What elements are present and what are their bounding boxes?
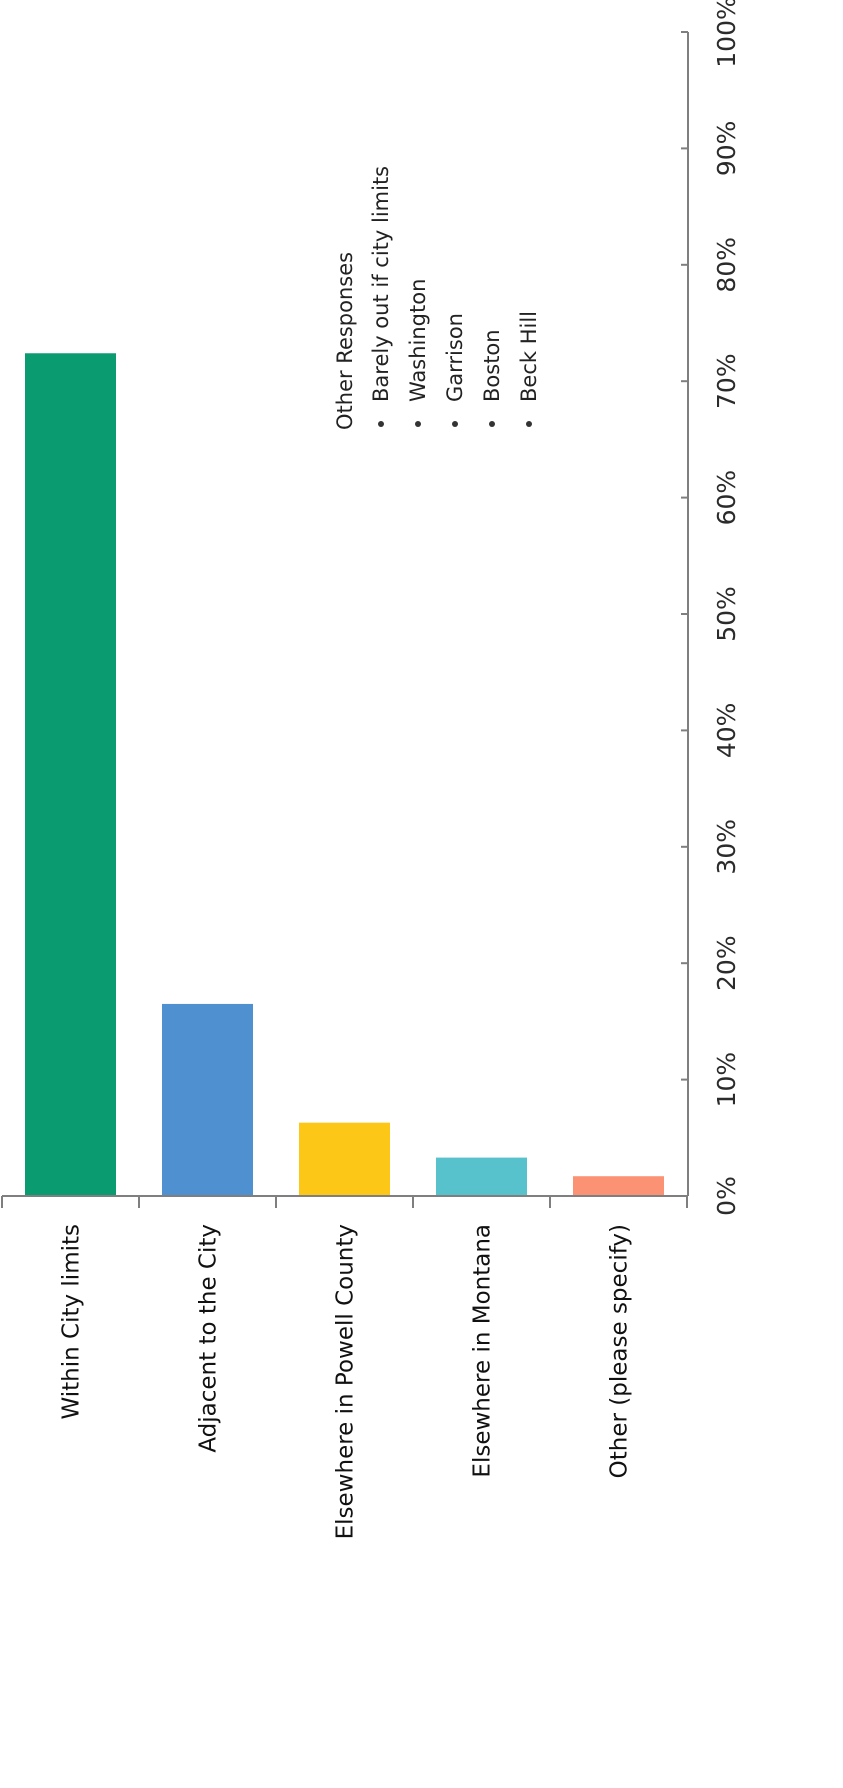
y-tick-label: 10% — [712, 1052, 741, 1108]
note-heading: Other Responses — [333, 252, 357, 430]
y-tick-label: 90% — [712, 121, 741, 177]
y-tick-label: 20% — [712, 935, 741, 991]
category-labels-group: Within City limits Adjacent to the City El… — [59, 1224, 633, 1539]
y-tick-label: 80% — [712, 237, 741, 293]
bar-4 — [436, 1157, 527, 1196]
category-label-3: Elsewhere in Powell County — [333, 1224, 359, 1539]
bar-3 — [299, 1122, 390, 1196]
note-item-1: Barely out if city limits — [369, 166, 393, 402]
y-tick-label: 40% — [712, 703, 741, 759]
bars-group — [25, 353, 664, 1196]
bar-5 — [573, 1176, 664, 1196]
note-bullet — [452, 421, 458, 427]
note-item-4: Boston — [480, 329, 504, 402]
note-item-2: Washington — [406, 279, 430, 402]
y-tick-label: 70% — [712, 353, 741, 409]
y-tick-label: 50% — [712, 586, 741, 642]
y-tick-label: 0% — [712, 1176, 741, 1216]
note-bullet — [489, 421, 495, 427]
other-responses-note: Other Responses Barely out if city limit… — [333, 166, 541, 430]
bar-1 — [25, 353, 116, 1196]
note-bullet — [415, 421, 421, 427]
y-tick-label: 60% — [712, 470, 741, 526]
bar-2 — [162, 1003, 253, 1196]
category-label-2: Adjacent to the City — [196, 1224, 222, 1453]
note-bullet — [378, 421, 384, 427]
y-tick-label: 30% — [712, 819, 741, 875]
y-tick-label: 100% — [712, 0, 741, 68]
category-label-5: Other (please specify) — [607, 1224, 633, 1478]
note-item-3: Garrison — [443, 313, 467, 402]
note-bullet — [526, 421, 532, 427]
category-label-1: Within City limits — [59, 1224, 85, 1419]
category-label-4: Elsewhere in Montana — [470, 1224, 496, 1478]
note-item-5: Beck Hill — [517, 311, 541, 402]
y-ticks-group: 0% 10% 20% 30% 40% 50% 60% 70% 80% 90% 100% — [681, 0, 741, 1216]
